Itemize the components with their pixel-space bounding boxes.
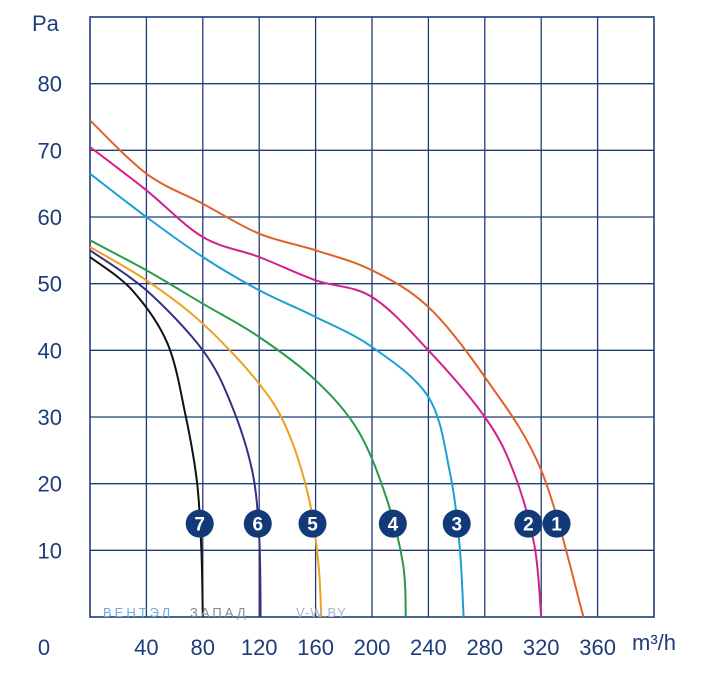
y-tick-label: 60: [38, 205, 62, 230]
watermark: ВЕНТЭЛ ЗАПАД V-W.BY: [103, 605, 347, 620]
series-badge-label: 5: [307, 515, 318, 536]
series-badge-6: 6: [243, 509, 272, 538]
x-axis-unit-label: m³/h: [632, 630, 676, 655]
series-line-5: [89, 246, 323, 618]
origin-label: 0: [38, 635, 50, 660]
series-badge-circle: [298, 509, 327, 538]
x-tick-label: 120: [241, 635, 278, 660]
y-tick-label: 30: [38, 405, 62, 430]
series-badge-7: 7: [185, 509, 214, 538]
series-badge-circle: [542, 509, 571, 538]
x-tick-label: 160: [297, 635, 334, 660]
series-line-4: [89, 239, 407, 618]
series-badge-circle: [442, 509, 471, 538]
series-badge-label: 4: [388, 515, 399, 536]
y-tick-label: 20: [38, 472, 62, 497]
series-badge-4: 4: [378, 509, 407, 538]
x-tick-label: 40: [134, 635, 158, 660]
y-tick-label: 80: [38, 72, 62, 97]
series-badge-2: 2: [514, 509, 543, 538]
y-tick-label: 40: [38, 338, 62, 363]
watermark-brand-blue: ВЕНТЭЛ: [103, 605, 173, 620]
series-line-2: [89, 146, 543, 618]
series-badge-label: 3: [451, 515, 462, 536]
x-tick-label: 320: [523, 635, 560, 660]
series-line-6: [89, 249, 262, 618]
watermark-brand-grey: ЗАПАД: [190, 605, 249, 620]
series-lines: [89, 119, 585, 618]
y-tick-label: 10: [38, 538, 62, 563]
series-line-1: [89, 119, 585, 618]
series-badge-label: 6: [253, 515, 264, 536]
series-badge-circle: [514, 509, 543, 538]
series-line-7: [89, 256, 204, 618]
x-tick-label: 80: [191, 635, 215, 660]
series-badge-circle: [378, 509, 407, 538]
series-badge-circle: [243, 509, 272, 538]
y-tick-label: 70: [38, 138, 62, 163]
watermark-url: V-W.BY: [296, 605, 347, 620]
series-badge-3: 3: [442, 509, 471, 538]
x-tick-label: 200: [354, 635, 391, 660]
x-tick-label: 360: [579, 635, 616, 660]
series-badge-1: 1: [542, 509, 571, 538]
series-badge-5: 5: [298, 509, 327, 538]
series-badge-label: 2: [523, 515, 534, 536]
series-line-3: [89, 172, 465, 618]
series-badges: 12 3 4 5 6 7: [185, 509, 571, 538]
series-badge-circle: [185, 509, 214, 538]
y-tick-label: 50: [38, 272, 62, 297]
axis-ticks: 40 80 120 160 200 240 280 320 360102030405060708…: [38, 72, 616, 660]
series-badge-label: 1: [551, 515, 562, 536]
x-tick-label: 280: [466, 635, 503, 660]
series-badge-label: 7: [194, 515, 205, 536]
y-axis-unit-label: Pa: [32, 11, 60, 36]
x-tick-label: 240: [410, 635, 447, 660]
